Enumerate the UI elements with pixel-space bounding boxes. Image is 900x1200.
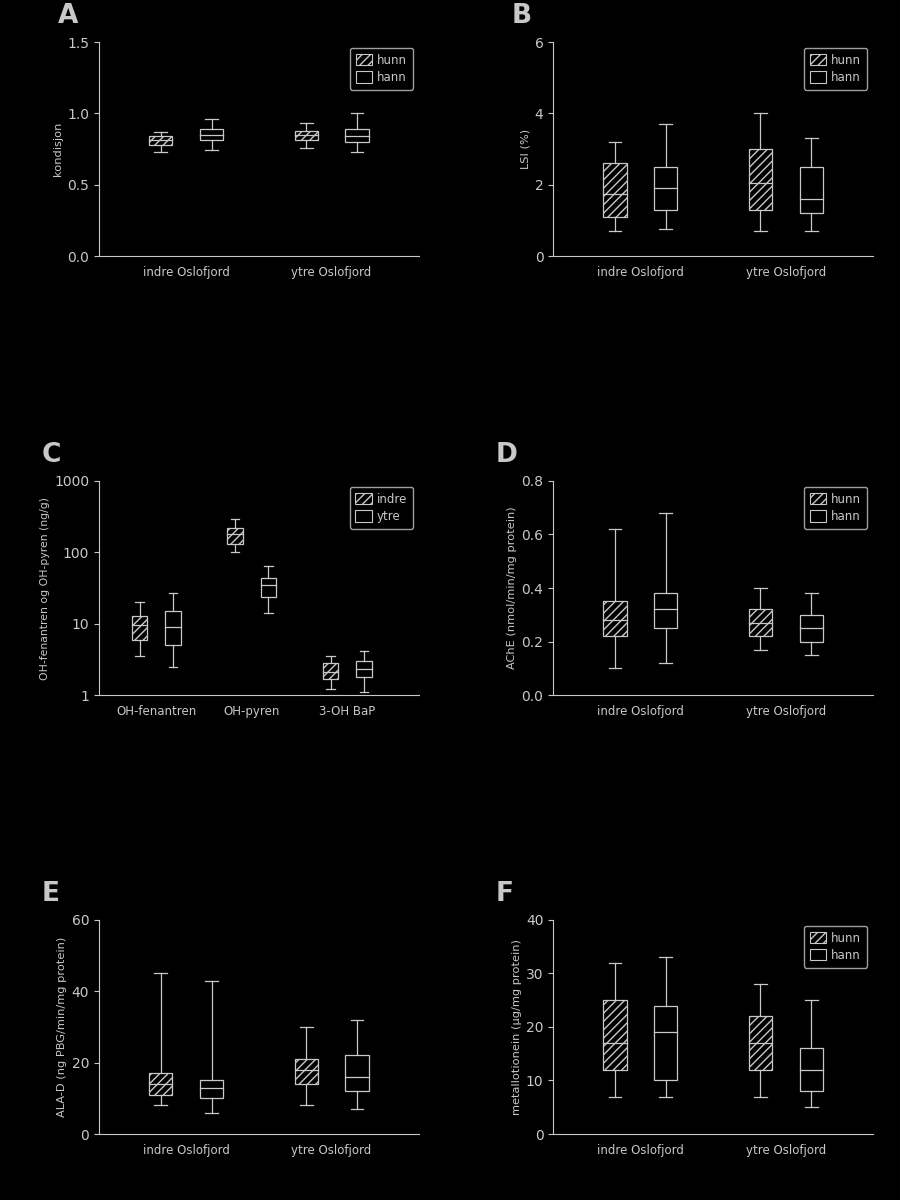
- Text: B: B: [511, 4, 532, 29]
- Bar: [654, 167, 678, 210]
- Bar: [603, 163, 626, 217]
- Bar: [149, 137, 173, 145]
- Y-axis label: kondisjon: kondisjon: [53, 122, 63, 176]
- Bar: [200, 1080, 223, 1098]
- Bar: [228, 528, 243, 544]
- Text: C: C: [41, 442, 61, 468]
- Bar: [149, 1073, 173, 1094]
- Legend: hunn, hann: hunn, hann: [350, 48, 413, 90]
- Bar: [654, 1006, 678, 1080]
- Bar: [200, 130, 223, 140]
- Y-axis label: OH-fenantren og OH-pyren (ng/g): OH-fenantren og OH-pyren (ng/g): [40, 497, 50, 679]
- Text: E: E: [41, 881, 59, 907]
- Bar: [261, 578, 276, 596]
- Bar: [294, 131, 318, 140]
- Bar: [294, 1060, 318, 1084]
- Bar: [603, 601, 626, 636]
- Bar: [654, 593, 678, 628]
- Bar: [166, 611, 181, 646]
- Y-axis label: ALA-D (ng PBG/min/mg protein): ALA-D (ng PBG/min/mg protein): [58, 937, 68, 1117]
- Text: F: F: [496, 881, 514, 907]
- Legend: hunn, hann: hunn, hann: [804, 48, 867, 90]
- Bar: [346, 1056, 369, 1091]
- Bar: [749, 1016, 772, 1069]
- Y-axis label: metallotionein (µg/mg protein): metallotionein (µg/mg protein): [512, 940, 522, 1115]
- Bar: [749, 610, 772, 636]
- Y-axis label: LSI (%): LSI (%): [520, 128, 530, 169]
- Bar: [749, 149, 772, 210]
- Legend: hunn, hann: hunn, hann: [804, 487, 867, 529]
- Bar: [346, 130, 369, 142]
- Bar: [799, 1049, 823, 1091]
- Bar: [799, 167, 823, 214]
- Bar: [603, 1000, 626, 1069]
- Bar: [356, 661, 372, 677]
- Bar: [132, 616, 148, 640]
- Legend: indre, ytre: indre, ytre: [349, 487, 413, 529]
- Bar: [799, 614, 823, 642]
- Bar: [323, 664, 338, 679]
- Y-axis label: AChE (nmol/min/mg protein): AChE (nmol/min/mg protein): [508, 506, 518, 670]
- Text: A: A: [58, 4, 77, 29]
- Text: D: D: [496, 442, 518, 468]
- Legend: hunn, hann: hunn, hann: [804, 925, 867, 967]
